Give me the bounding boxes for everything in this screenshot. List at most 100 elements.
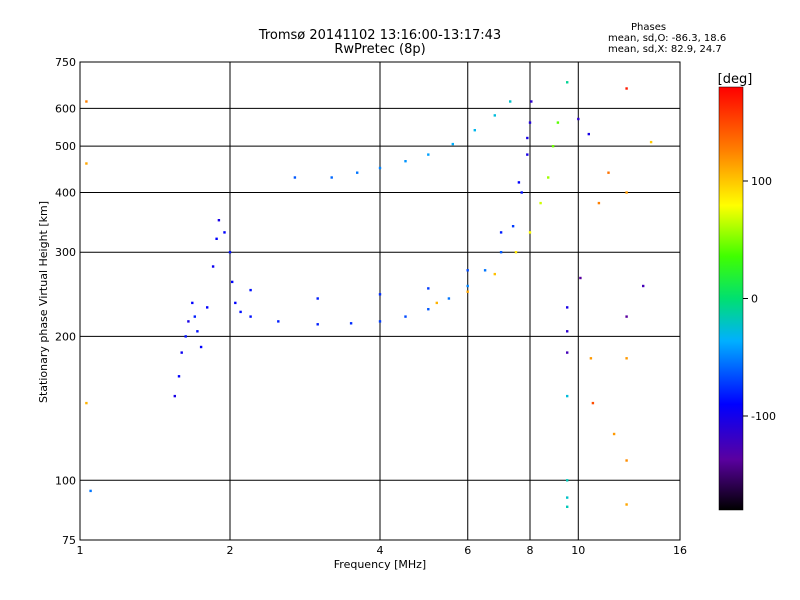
data-point xyxy=(85,100,88,103)
y-axis-label: Stationary phase Virtual Height [km] xyxy=(37,201,50,403)
data-point xyxy=(316,323,319,326)
data-point xyxy=(173,394,176,398)
data-point xyxy=(196,330,199,333)
data-point xyxy=(249,288,252,292)
data-point xyxy=(427,308,430,311)
data-point xyxy=(509,100,512,103)
data-point xyxy=(597,201,601,205)
data-point xyxy=(234,301,237,305)
data-point xyxy=(427,153,430,156)
colorbar-tick-label: 0 xyxy=(751,293,758,306)
data-point xyxy=(566,306,569,309)
data-point xyxy=(625,459,628,462)
data-point xyxy=(466,269,469,272)
data-point xyxy=(612,432,616,436)
data-point xyxy=(89,489,92,493)
data-point xyxy=(184,335,187,338)
data-point xyxy=(625,315,628,318)
data-point xyxy=(607,171,610,174)
x-tick-label: 1 xyxy=(77,544,84,557)
data-point xyxy=(466,284,469,288)
data-point xyxy=(642,284,645,288)
data-point xyxy=(378,320,382,323)
phases-x-line: mean, sd,X: 82.9, 24.7 xyxy=(608,44,722,55)
data-point xyxy=(206,306,209,309)
phases-heading: Phases xyxy=(631,22,667,33)
data-point xyxy=(530,100,533,103)
colorbar-tick-label: 100 xyxy=(751,175,772,188)
data-point xyxy=(528,121,532,124)
data-point xyxy=(577,117,580,121)
data-point xyxy=(191,301,194,305)
series-o_main xyxy=(249,100,533,326)
y-tick-label: 500 xyxy=(55,140,76,153)
phases-o-line: mean, sd,O: -86.3, 18.6 xyxy=(608,33,727,44)
data-point xyxy=(566,479,569,482)
data-point xyxy=(466,290,469,293)
y-tick-label: 750 xyxy=(55,56,76,69)
data-point xyxy=(217,219,221,222)
data-point xyxy=(378,293,382,296)
data-point xyxy=(404,160,407,163)
y-tick-label: 400 xyxy=(55,186,76,199)
data-point xyxy=(447,297,451,300)
data-point xyxy=(625,87,628,90)
data-point xyxy=(520,191,523,194)
data-point xyxy=(427,287,430,290)
data-point xyxy=(566,81,569,84)
data-point xyxy=(556,121,560,124)
data-point xyxy=(277,320,280,323)
data-point xyxy=(193,315,196,318)
colorbar xyxy=(718,86,744,511)
data-point xyxy=(517,181,521,184)
y-tick-label: 100 xyxy=(55,474,76,487)
data-point xyxy=(435,301,438,305)
data-point xyxy=(547,176,550,179)
data-point xyxy=(473,129,476,132)
data-point xyxy=(551,145,555,148)
data-point xyxy=(526,136,529,140)
chart-subtitle: RwPretec (8p) xyxy=(334,42,426,57)
data-point xyxy=(528,231,532,234)
data-point xyxy=(625,357,628,360)
plot-frame xyxy=(79,61,681,541)
chart-title: Tromsø 20141102 13:16:00-13:17:43 xyxy=(258,28,502,43)
data-point xyxy=(566,394,569,398)
data-point xyxy=(180,351,183,354)
data-point xyxy=(625,191,628,194)
data-point xyxy=(451,142,454,146)
x-tick-label: 2 xyxy=(227,544,234,557)
data-point xyxy=(499,251,503,254)
x-tick-label: 16 xyxy=(673,544,687,557)
data-point xyxy=(566,330,569,333)
data-point xyxy=(526,153,529,156)
data-point xyxy=(511,225,515,228)
colorbar-ticks: 100 0 -100 xyxy=(743,175,776,423)
data-point xyxy=(223,231,226,234)
data-point xyxy=(514,251,518,254)
data-point xyxy=(589,357,593,360)
y-tick-label: 600 xyxy=(55,102,76,115)
data-point xyxy=(85,401,88,405)
x-tick-label: 8 xyxy=(527,544,534,557)
scatter-points xyxy=(85,81,653,508)
series-stray xyxy=(85,81,653,508)
data-point xyxy=(649,140,653,144)
data-point xyxy=(566,351,569,354)
series-o_upper xyxy=(249,136,529,300)
data-point xyxy=(499,231,503,234)
data-point xyxy=(566,496,569,499)
y-ticks: 75 100 200 300 400 500 600 750 xyxy=(55,56,76,547)
data-point xyxy=(215,237,218,240)
y-tick-label: 75 xyxy=(62,534,76,547)
data-point xyxy=(587,132,590,136)
data-point xyxy=(378,166,382,170)
data-point xyxy=(349,322,353,325)
colorbar-label: [deg] xyxy=(718,72,753,87)
data-point xyxy=(177,375,181,378)
data-point xyxy=(493,272,496,276)
x-axis-label: Frequency [MHz] xyxy=(334,558,426,571)
series-x_main xyxy=(435,121,560,305)
series-spread xyxy=(293,100,512,179)
